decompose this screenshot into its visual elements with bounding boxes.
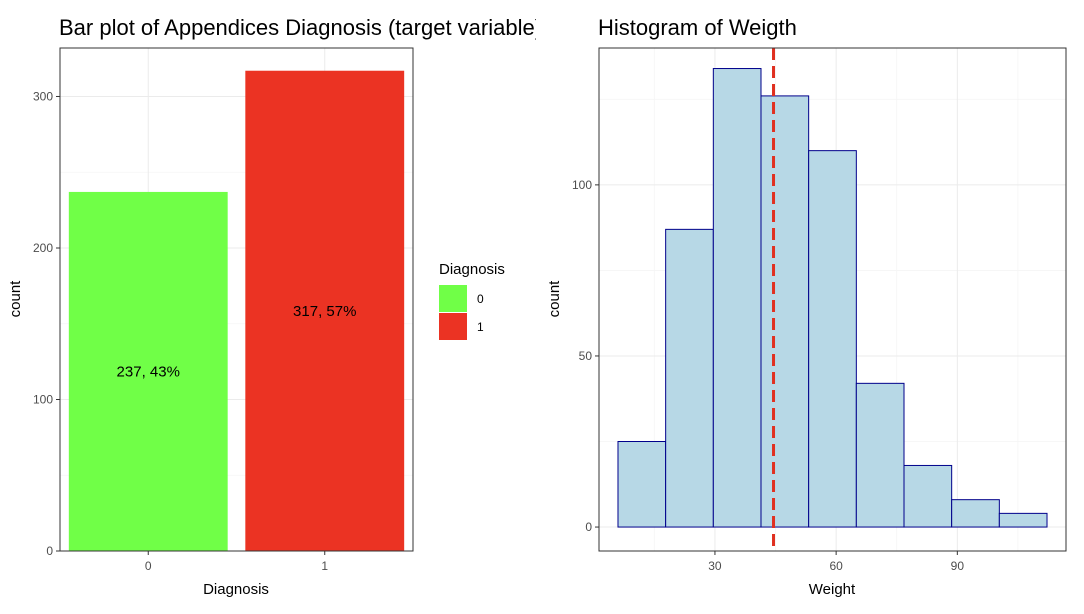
x-tick-label: 90 — [951, 559, 965, 573]
legend-label: 0 — [477, 292, 484, 306]
legend-label: 1 — [477, 320, 484, 334]
legend-key-1 — [439, 313, 467, 340]
histogram-bin — [617, 441, 667, 528]
x-tick-label: 60 — [829, 559, 843, 573]
histogram-bin — [760, 95, 810, 528]
y-tick-label: 100 — [572, 178, 592, 192]
histogram-panel-border — [598, 47, 1067, 552]
histogram-panel: Histogram of Weigth 0 50 100 30 60 90 Weight… — [546, 15, 1067, 598]
bar-chart-panel-border — [59, 47, 414, 552]
legend-title: Diagnosis — [439, 261, 505, 278]
bar-data-label: 237, 43% — [117, 363, 180, 380]
bar-data-label: 317, 57% — [293, 303, 356, 320]
bar-chart-x-axis-title: Diagnosis — [203, 581, 269, 598]
histogram-bin — [951, 499, 1000, 528]
y-tick-label: 0 — [585, 520, 592, 534]
bar-chart-y-axis-title: count — [7, 280, 24, 318]
bar-chart-data-labels: 237, 43% 317, 57% — [117, 303, 357, 381]
bar-chart-panel: Bar plot of Appendices Diagnosis (target… — [7, 15, 542, 598]
histogram-title: Histogram of Weigth — [598, 15, 797, 40]
x-tick-label: 1 — [321, 559, 328, 573]
histogram-bin — [855, 382, 905, 528]
bar-1 — [245, 70, 405, 552]
histogram-bin — [808, 150, 857, 528]
histogram-y-axis: 0 50 100 — [572, 178, 599, 534]
histogram-x-axis-title: Weight — [809, 581, 856, 598]
x-tick-label: 0 — [145, 559, 152, 573]
bar-chart-legend: Diagnosis 0 1 — [439, 261, 505, 340]
histogram-bin — [998, 512, 1048, 528]
x-tick-label: 30 — [708, 559, 722, 573]
histogram-bars — [617, 68, 1048, 528]
histogram-bin — [903, 464, 953, 528]
bar-chart-title: Bar plot of Appendices Diagnosis (target… — [59, 15, 542, 40]
histogram-y-axis-title: count — [546, 280, 563, 318]
histogram-bin — [712, 68, 762, 528]
y-tick-label: 0 — [46, 544, 53, 558]
y-tick-label: 200 — [33, 241, 53, 255]
histogram-x-axis: 30 60 90 — [708, 551, 964, 573]
bar-chart-y-axis: 0 100 200 300 — [33, 89, 60, 558]
bar-chart-bars — [68, 70, 405, 552]
legend-key-0 — [439, 285, 467, 312]
bar-0 — [68, 191, 228, 551]
y-tick-label: 50 — [579, 349, 593, 363]
y-tick-label: 300 — [33, 89, 53, 103]
histogram-bin — [665, 228, 714, 528]
y-tick-label: 100 — [33, 392, 53, 406]
